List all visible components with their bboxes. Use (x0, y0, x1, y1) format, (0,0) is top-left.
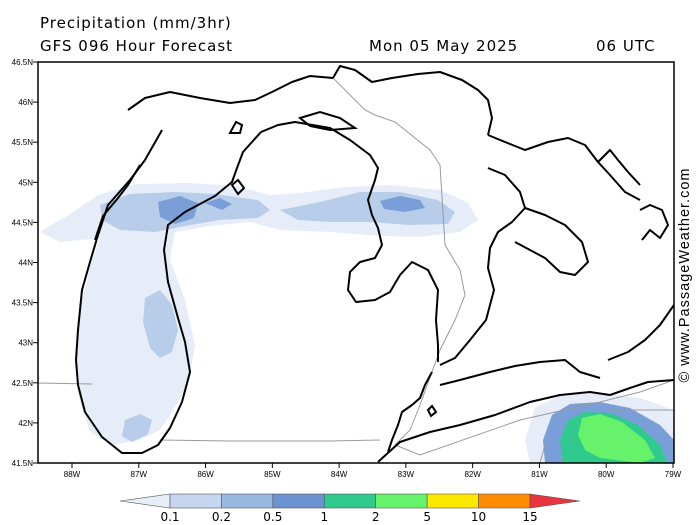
legend-swatch (221, 493, 274, 509)
michigan-upper-peninsula-south (260, 121, 379, 216)
longitude-axis: 88W 87W 86W 85W 84W 83W 82W 81W 80W 79W (64, 463, 682, 479)
lon-label: 82W (464, 470, 481, 479)
coastlines (75, 65, 674, 463)
small-island-b (426, 404, 438, 418)
lat-label: 42N (18, 419, 33, 428)
lon-label: 79W (665, 470, 682, 479)
legend-label: 0.2 (211, 510, 231, 524)
precip-heavy-north-b (205, 198, 232, 210)
lat-label: 46.5N (12, 58, 34, 67)
us-canada-border-superior (332, 77, 446, 246)
us-canada-border-lakes (394, 371, 674, 456)
lake-huron-west-shore (347, 214, 439, 362)
legend-labels: 0.1 0.2 0.5 1 2 5 10 15 (0, 510, 700, 524)
lon-label: 85W (264, 470, 281, 479)
legend-label: 0.1 (160, 510, 180, 524)
legend-swatch (272, 493, 325, 509)
lake-ontario-north-shore (607, 304, 674, 361)
lat-label: 44N (18, 259, 33, 268)
legend-swatch (169, 493, 222, 509)
legend-max-arrow (529, 493, 581, 509)
model-run-label: GFS 096 Hour Forecast (40, 37, 234, 55)
lat-label: 43N (18, 339, 33, 348)
legend-label: 15 (522, 510, 538, 524)
precipitation-legend (119, 493, 581, 509)
precip-heavy-north (158, 196, 198, 224)
lon-label: 81W (531, 470, 548, 479)
lat-label: 41.5N (12, 459, 34, 468)
small-island-a (230, 178, 246, 196)
precip-layer (40, 183, 674, 463)
lat-label: 44.5N (12, 218, 34, 227)
lat-label: 46N (18, 98, 33, 107)
legend-swatch (375, 493, 428, 509)
lat-label: 45N (18, 178, 33, 187)
precip-heavy-east (380, 196, 425, 212)
state-border-oh-pa (539, 444, 546, 463)
legend-swatch (426, 493, 479, 509)
precip-moderate-lake-michigan (143, 290, 178, 358)
lat-label: 45.5N (12, 138, 34, 147)
islands (228, 110, 438, 418)
latitude-axis: 46.5N 46N 45.5N 45N 44.5N 44N 43.5N 43N 42.5N 42N… (12, 58, 38, 468)
lat-label: 43.5N (12, 299, 34, 308)
lake-superior-east-shore (332, 65, 493, 136)
green-bay-peninsula (94, 164, 141, 241)
legend-swatch (478, 493, 531, 509)
precip-light-band (40, 183, 478, 445)
valid-time-label: 06 UTC (596, 37, 656, 55)
lake-ontario-south-shore (609, 379, 674, 396)
lake-erie-north-shore (439, 359, 601, 386)
georgian-bay (514, 207, 589, 276)
lake-huron-east-shore (439, 167, 526, 366)
lon-label: 87W (131, 470, 148, 479)
political-borders (38, 77, 674, 463)
beaver-island (228, 120, 244, 134)
lon-label: 86W (197, 470, 214, 479)
valid-date-label: Mon 05 May 2025 (369, 37, 519, 55)
lon-label: 88W (64, 470, 81, 479)
legend-label: 5 (423, 510, 431, 524)
legend-label: 1 (320, 510, 329, 524)
state-border-in-mi (159, 439, 283, 442)
lon-label: 84W (331, 470, 348, 479)
manitoulin-island (297, 110, 358, 132)
state-border-il-in (38, 382, 93, 385)
detroit-river-area (387, 371, 433, 453)
northeast-coast (597, 149, 641, 186)
legend-label: 0.5 (263, 510, 283, 524)
legend-swatch (323, 493, 377, 509)
legend-min-arrow (119, 493, 171, 509)
legend-label: 10 (470, 510, 487, 524)
lake-superior-south-shore (127, 75, 334, 111)
chart-title: Precipitation (mm/3hr) (40, 14, 232, 32)
lon-label: 83W (398, 470, 415, 479)
lake-simcoe-area (639, 204, 669, 241)
precip-moderate-south (122, 414, 152, 442)
svg-text:© www.PassageWeather.com: © www.PassageWeather.com (678, 168, 693, 383)
lon-label: 80W (598, 470, 615, 479)
legend-label: 2 (371, 510, 380, 524)
lake-michigan-west-shore (75, 129, 262, 454)
lake-erie-south-shore (377, 391, 611, 463)
lat-label: 42.5N (12, 379, 34, 388)
watermark-text: © www.PassageWeather.com (678, 168, 693, 383)
precip-band-2-5mm (578, 414, 655, 463)
canadian-shore-north (487, 134, 641, 201)
state-border-oh-mi (283, 439, 381, 442)
